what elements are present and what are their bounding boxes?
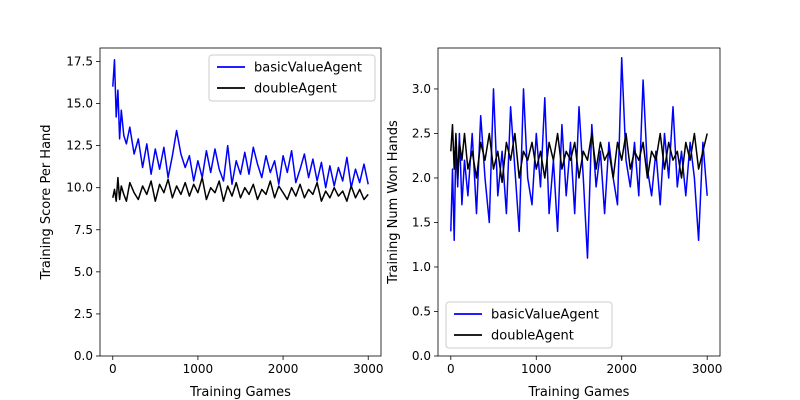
y-tick-label: 2.5 — [412, 126, 431, 140]
x-tick-label: 1000 — [183, 362, 214, 376]
series-line-doubleAgent — [450, 123, 708, 184]
x-tick-label: 2000 — [268, 362, 299, 376]
y-tick-label: 3.0 — [412, 82, 431, 96]
y-tick-label: 1.5 — [412, 215, 431, 229]
axes-frame — [99, 47, 382, 357]
x-axis-label: Training Games — [189, 385, 291, 400]
y-tick-label: 2.5 — [74, 307, 93, 321]
legend-label: basicValueAgent — [491, 308, 599, 323]
y-tick-label: 7.5 — [74, 223, 93, 237]
y-tick-label: 12.5 — [66, 139, 93, 153]
x-tick-label: 0 — [109, 362, 117, 376]
x-tick-label: 0 — [447, 362, 455, 376]
y-tick-label: 0.0 — [74, 349, 93, 363]
legend-box — [208, 54, 376, 102]
series-line-doubleAgent — [112, 176, 369, 202]
left-chart-panel: 0 1000 2000 3000 0.0 2.5 5.0 7.5 10.0 12.5 15.0 17.… — [39, 47, 384, 400]
y-tick-label: 15.0 — [66, 97, 93, 111]
legend-label: doubleAgent — [491, 329, 574, 344]
y-axis-label: Training Score Per Hand — [39, 124, 54, 280]
y-tick-label: 0.0 — [412, 349, 431, 363]
right-chart-panel: 0 1000 2000 3000 0.0 0.5 1.0 1.5 2.0 2.5 3.0 Traini… — [386, 47, 723, 400]
y-tick-label: 5.0 — [74, 265, 93, 279]
x-tick-label: 3000 — [692, 362, 723, 376]
y-tick-label: 2.0 — [412, 171, 431, 185]
legend-box — [445, 301, 613, 349]
x-axis-label: Training Games — [528, 385, 630, 400]
y-tick-label: 17.5 — [66, 54, 93, 68]
y-tick-label: 10.0 — [66, 181, 93, 195]
axes-frame — [437, 47, 721, 357]
y-tick-label: 0.5 — [412, 304, 431, 318]
x-tick-label: 2000 — [606, 362, 637, 376]
x-tick-label: 3000 — [353, 362, 384, 376]
legend-label: basicValueAgent — [254, 61, 362, 76]
legend: basicValueAgent doubleAgent — [445, 301, 613, 349]
legend-label: doubleAgent — [254, 82, 337, 97]
legend: basicValueAgent doubleAgent — [208, 54, 376, 102]
x-tick-label: 1000 — [521, 362, 552, 376]
series-line-basicValueAgent — [112, 59, 369, 189]
y-axis-label: Training Num Won Hands — [386, 120, 401, 285]
y-tick-label: 1.0 — [412, 260, 431, 274]
